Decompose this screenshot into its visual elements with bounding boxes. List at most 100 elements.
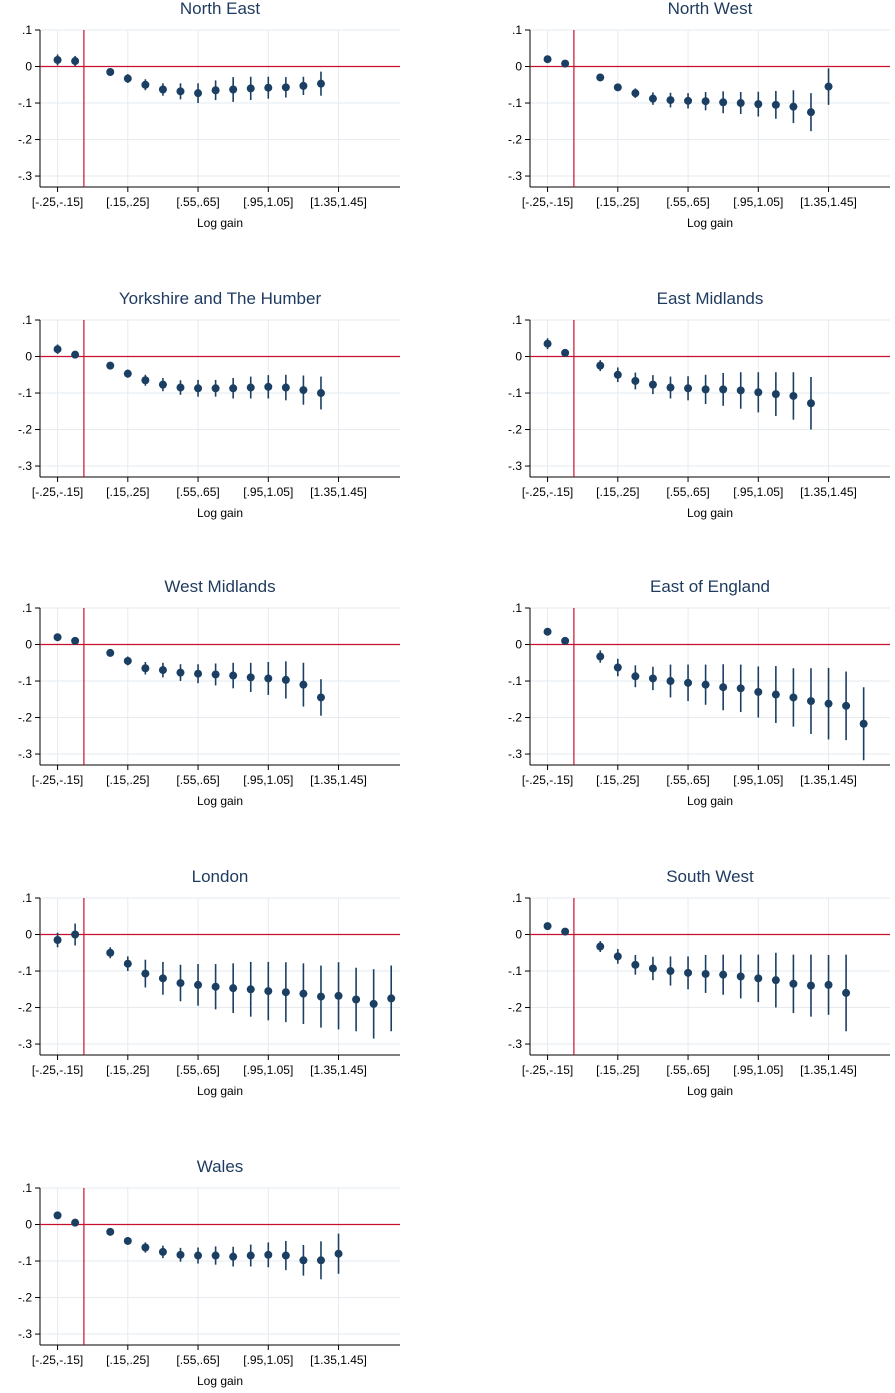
data-point xyxy=(71,57,80,66)
data-point xyxy=(141,969,150,978)
x-axis-title: Log gain xyxy=(197,216,243,230)
data-point xyxy=(684,384,693,393)
x-tick-label: [-.25,-.15] xyxy=(522,1063,573,1077)
data-point xyxy=(789,102,798,111)
data-point xyxy=(299,386,308,395)
data-point xyxy=(229,984,238,993)
panel-east-midlands: East Midlands .1 0 -.1 -.2 -.3[-.25,-.15] [.15… xyxy=(508,289,890,520)
data-point xyxy=(158,1247,167,1256)
y-tick-label: -.3 xyxy=(508,1037,522,1051)
data-point xyxy=(246,383,255,392)
x-tick-label: [1.35,1.45] xyxy=(800,485,857,499)
x-tick-label: [.55,.65] xyxy=(666,1063,709,1077)
data-point xyxy=(158,666,167,675)
data-point xyxy=(106,648,115,657)
data-point xyxy=(158,380,167,389)
data-point xyxy=(281,988,290,997)
y-tick-label: .1 xyxy=(22,1181,32,1195)
data-point xyxy=(194,384,203,393)
data-point xyxy=(631,960,640,969)
y-tick-label: -.2 xyxy=(508,423,522,437)
data-point xyxy=(176,668,185,677)
data-point xyxy=(543,55,552,64)
y-tick-label: 0 xyxy=(515,928,522,942)
y-tick-label: 0 xyxy=(25,638,32,652)
panel-east-of-england: East of England .1 0 -.1 -.2 -.3[-.25,-.15] [.… xyxy=(508,577,890,808)
data-point xyxy=(194,980,203,989)
data-point xyxy=(281,1251,290,1260)
y-tick-label: 0 xyxy=(515,638,522,652)
data-point xyxy=(229,85,238,94)
data-point xyxy=(71,636,80,645)
x-tick-label: [.55,.65] xyxy=(666,485,709,499)
y-tick-label: -.2 xyxy=(508,1001,522,1015)
x-axis-title: Log gain xyxy=(687,216,733,230)
data-point xyxy=(281,675,290,684)
y-tick-label: -.2 xyxy=(18,423,32,437)
data-point xyxy=(141,80,150,89)
x-tick-label: [-.25,-.15] xyxy=(32,1353,83,1367)
y-tick-label: .1 xyxy=(22,313,32,327)
x-tick-label: [-.25,-.15] xyxy=(32,485,83,499)
data-point xyxy=(666,383,675,392)
x-tick-label: [.15,.25] xyxy=(106,485,149,499)
data-point xyxy=(53,55,62,64)
data-point xyxy=(141,664,150,673)
data-point xyxy=(176,383,185,392)
y-tick-label: -.1 xyxy=(508,386,522,400)
data-point xyxy=(789,693,798,702)
data-point xyxy=(543,627,552,636)
data-point xyxy=(211,982,220,991)
panel-title: Wales xyxy=(197,1157,244,1176)
x-axis-title: Log gain xyxy=(197,1084,243,1098)
data-point xyxy=(53,633,62,642)
data-point xyxy=(158,974,167,983)
data-point xyxy=(648,964,657,973)
data-point xyxy=(211,670,220,679)
x-tick-label: [.15,.25] xyxy=(106,1353,149,1367)
panel-north-east: North East .1 0 -.1 -.2 -.3[-.25,-.15] [.15,.2… xyxy=(18,0,400,230)
panel-title: London xyxy=(192,867,249,886)
panel-west-midlands: West Midlands .1 0 -.1 -.2 -.3[-.25,-.15] [.15… xyxy=(18,577,400,808)
data-point xyxy=(123,1236,132,1245)
data-point xyxy=(613,663,622,672)
y-tick-label: -.1 xyxy=(18,386,32,400)
data-point xyxy=(789,979,798,988)
y-tick-label: -.3 xyxy=(508,459,522,473)
data-point xyxy=(158,85,167,94)
data-point xyxy=(719,970,728,979)
data-point xyxy=(719,683,728,692)
data-point xyxy=(176,979,185,988)
y-tick-label: -.1 xyxy=(508,964,522,978)
data-point xyxy=(806,697,815,706)
data-point xyxy=(71,1218,80,1227)
data-point xyxy=(176,1250,185,1259)
x-tick-label: [1.35,1.45] xyxy=(800,773,857,787)
data-point xyxy=(701,385,710,394)
x-tick-label: [.95,1.05] xyxy=(733,485,783,499)
data-point xyxy=(264,83,273,92)
x-tick-label: [.55,.65] xyxy=(176,773,219,787)
data-point xyxy=(53,345,62,354)
data-point xyxy=(824,699,833,708)
data-point xyxy=(264,674,273,683)
x-tick-label: [-.25,-.15] xyxy=(522,485,573,499)
panel-title: North East xyxy=(180,0,261,18)
panel-title: Yorkshire and The Humber xyxy=(119,289,322,308)
data-point xyxy=(211,1251,220,1260)
data-point xyxy=(771,100,780,109)
data-point xyxy=(631,672,640,681)
x-tick-label: [1.35,1.45] xyxy=(310,485,367,499)
data-point xyxy=(299,680,308,689)
y-tick-label: -.2 xyxy=(508,133,522,147)
panel-title: East of England xyxy=(650,577,770,596)
data-point xyxy=(648,380,657,389)
data-point xyxy=(194,89,203,98)
data-point xyxy=(264,382,273,391)
x-tick-label: [.55,.65] xyxy=(666,195,709,209)
data-point xyxy=(141,376,150,385)
x-tick-label: [.95,1.05] xyxy=(733,195,783,209)
data-point xyxy=(281,383,290,392)
panel-yorkshire-and-the-humber: Yorkshire and The Humber .1 0 -.1 -.2 -.3[-.2… xyxy=(18,289,400,520)
